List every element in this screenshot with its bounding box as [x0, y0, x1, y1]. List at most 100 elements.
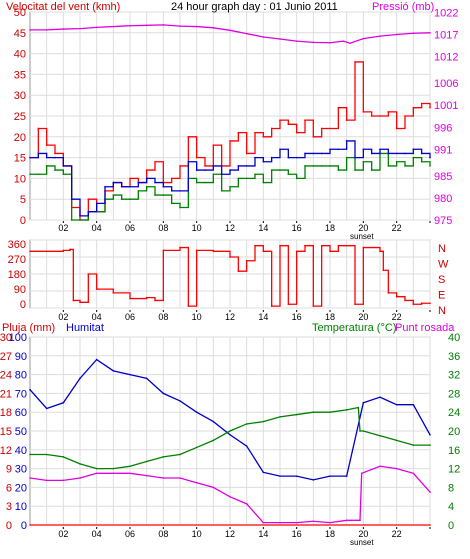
temp-series-0-point: [212, 420, 215, 423]
wind-series-0-point: [295, 131, 298, 134]
wind-series-1: [30, 152, 431, 221]
y-tick-label: 4: [448, 501, 454, 513]
y-tick-label: 18: [0, 407, 12, 419]
x-tick-label: 02: [58, 312, 68, 322]
direction-series-0-point: [262, 250, 265, 253]
y-tick-label: 36: [448, 351, 460, 363]
direction-series-0-point: [354, 303, 356, 306]
wind-series-2-point: [54, 156, 56, 159]
wind-series-3-point: [329, 41, 331, 44]
wind-series-0-point: [195, 156, 198, 159]
wind-series-0-point: [37, 127, 40, 130]
wind-series-0-point: [254, 131, 256, 134]
y-tick-label: 80: [15, 370, 27, 382]
direction-series-0-point: [337, 244, 340, 247]
temp-series-0-point: [229, 433, 231, 436]
wind-series-2-point: [412, 148, 415, 151]
wind-series-3-point: [245, 32, 248, 35]
temp-series-2-point: [195, 481, 198, 484]
temp-x-axis: 02 04 06 08 10 12 14 16 18 20 22: [58, 527, 431, 539]
wind-series-2-point: [279, 148, 281, 151]
temp-series-0-point: [195, 411, 198, 414]
y-tick-label: 15: [14, 153, 26, 165]
x-tick-label: 18: [325, 312, 335, 322]
rain-axis-title: Pluja (mm): [2, 322, 55, 334]
x-tick-label: 06: [125, 223, 135, 233]
y-tick-label: 24: [448, 407, 460, 419]
direction-series-0-point: [195, 249, 198, 252]
x-tick-label: 06: [125, 529, 135, 539]
wind-series-2-point: [170, 190, 173, 192]
y-tick-label: 975: [434, 215, 452, 227]
x-tick-label: 04: [92, 223, 102, 233]
wind-series-1-point: [362, 160, 365, 163]
wind-series-0-point: [170, 177, 173, 180]
direction-series-0-point: [129, 297, 131, 300]
wind-series-3-point: [212, 27, 215, 29]
direction-y-axis: 0 90 180 270 360: [8, 239, 26, 311]
y-tick-label: 50: [14, 7, 26, 19]
temp-series-1-point: [312, 411, 315, 414]
wind-series-1-point: [354, 169, 356, 171]
temp-series-1-point: [329, 411, 331, 414]
wind-series-2-point: [220, 173, 223, 176]
x-tick-label: 20: [358, 529, 368, 539]
direction-series-0-point: [412, 303, 415, 306]
wind-series-2-point: [212, 165, 215, 167]
compass-letter: E: [438, 290, 445, 302]
wind-series-2-point: [337, 148, 340, 151]
temp-series-1-point: [279, 416, 281, 418]
y-tick-label: 180: [8, 269, 26, 281]
temp-series-0-point: [45, 407, 48, 410]
wind-series-3-point: [112, 25, 115, 28]
y-tick-label: 991: [434, 144, 452, 156]
wind-series-2-point: [429, 156, 431, 159]
temp-series-2-point: [395, 467, 398, 470]
direction-series-0-point: [112, 292, 115, 294]
temp-series-0-point: [162, 392, 165, 395]
wind-series-3-point: [362, 37, 365, 40]
temp-series-1-point: [45, 453, 48, 456]
wind-series-2-point: [404, 152, 406, 155]
direction-series-0-point: [279, 244, 281, 247]
temp-series-2-point: [212, 486, 215, 489]
wind-series-1-point: [195, 181, 198, 184]
wind-series-0-point: [179, 165, 181, 167]
temp-series-2-point: [245, 503, 248, 505]
wind-series-2-point: [229, 169, 231, 171]
temp-series-1-point: [112, 467, 115, 470]
wind-series-0-point: [287, 123, 290, 126]
y-tick-label: 9: [6, 464, 12, 476]
direction-series-0-point: [382, 269, 385, 272]
wind-series-2-point: [154, 181, 156, 184]
wind-series-1-point: [245, 177, 248, 180]
temp-series-0-point: [345, 475, 348, 477]
y-tick-label: 16: [448, 445, 460, 457]
y-tick-label: 100: [9, 332, 27, 344]
wind-series-2-point: [187, 160, 190, 163]
y-tick-label: 0: [20, 299, 26, 311]
y-tick-label: 28: [448, 388, 460, 400]
wind-series-1-point: [79, 219, 81, 221]
temp-series-2-point: [429, 491, 431, 493]
wind-series-1-point: [29, 173, 31, 176]
temp-series-0-point: [262, 471, 265, 474]
wind-series-1-point: [262, 181, 265, 184]
x-tick-label: 14: [258, 312, 268, 322]
direction-series-0-point: [254, 244, 256, 247]
y-tick-label: 90: [15, 351, 27, 363]
wind-series-0-point: [245, 152, 248, 155]
wind-series-2-point: [129, 185, 131, 188]
temp-series-1-point: [357, 406, 360, 409]
wind-series-1-point: [154, 194, 156, 196]
wind-series-3-point: [195, 25, 198, 28]
wind-series-0-point: [45, 144, 48, 146]
x-tick-label: 10: [192, 529, 202, 539]
direction-series-0-point: [395, 295, 398, 298]
wind-series-3-point: [29, 29, 31, 31]
x-tick-label: 18: [325, 529, 335, 539]
wind-series-2-point: [137, 181, 140, 184]
